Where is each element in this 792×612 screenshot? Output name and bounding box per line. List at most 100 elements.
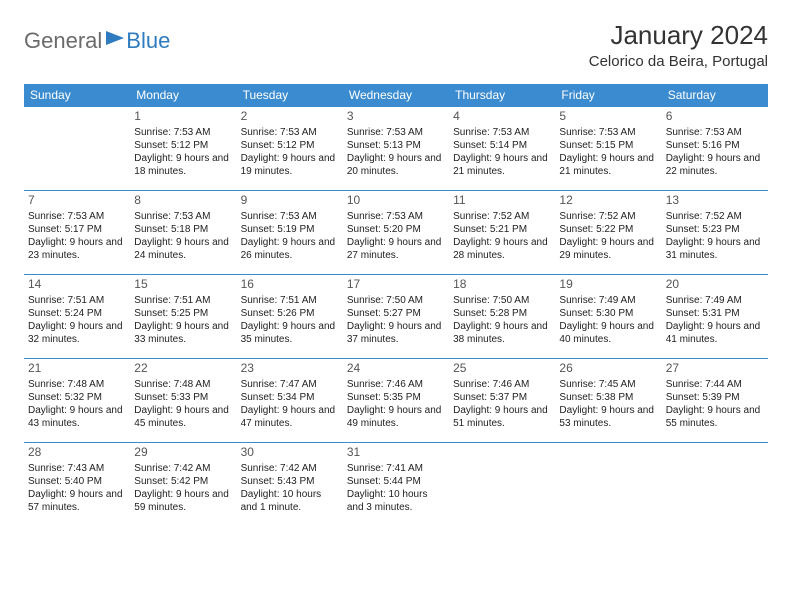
sunrise-text: Sunrise: 7:42 AM bbox=[134, 462, 232, 475]
calendar-day-cell: 29Sunrise: 7:42 AMSunset: 5:42 PMDayligh… bbox=[130, 443, 236, 527]
sunset-text: Sunset: 5:17 PM bbox=[28, 223, 126, 236]
sunrise-text: Sunrise: 7:48 AM bbox=[28, 378, 126, 391]
day-number: 9 bbox=[241, 193, 339, 209]
day-number: 26 bbox=[559, 361, 657, 377]
calendar-header-row: SundayMondayTuesdayWednesdayThursdayFrid… bbox=[24, 84, 768, 107]
daylight-text: Daylight: 9 hours and 41 minutes. bbox=[666, 320, 764, 346]
sunrise-text: Sunrise: 7:53 AM bbox=[666, 126, 764, 139]
weekday-header: Friday bbox=[555, 84, 661, 107]
day-number: 25 bbox=[453, 361, 551, 377]
calendar-day-cell bbox=[449, 443, 555, 527]
sunset-text: Sunset: 5:15 PM bbox=[559, 139, 657, 152]
calendar-day-cell bbox=[24, 107, 130, 191]
calendar-day-cell: 6Sunrise: 7:53 AMSunset: 5:16 PMDaylight… bbox=[662, 107, 768, 191]
location-label: Celorico da Beira, Portugal bbox=[589, 53, 768, 70]
calendar-day-cell bbox=[555, 443, 661, 527]
sunset-text: Sunset: 5:40 PM bbox=[28, 475, 126, 488]
sunrise-text: Sunrise: 7:52 AM bbox=[666, 210, 764, 223]
sunset-text: Sunset: 5:24 PM bbox=[28, 307, 126, 320]
sunset-text: Sunset: 5:21 PM bbox=[453, 223, 551, 236]
daylight-text: Daylight: 9 hours and 19 minutes. bbox=[241, 152, 339, 178]
weekday-header: Monday bbox=[130, 84, 236, 107]
calendar-day-cell: 14Sunrise: 7:51 AMSunset: 5:24 PMDayligh… bbox=[24, 275, 130, 359]
title-block: January 2024 Celorico da Beira, Portugal bbox=[589, 20, 768, 70]
sunrise-text: Sunrise: 7:53 AM bbox=[28, 210, 126, 223]
day-number: 5 bbox=[559, 109, 657, 125]
day-number: 10 bbox=[347, 193, 445, 209]
sunrise-text: Sunrise: 7:51 AM bbox=[241, 294, 339, 307]
weekday-header: Sunday bbox=[24, 84, 130, 107]
day-number: 27 bbox=[666, 361, 764, 377]
calendar-day-cell: 15Sunrise: 7:51 AMSunset: 5:25 PMDayligh… bbox=[130, 275, 236, 359]
day-number: 12 bbox=[559, 193, 657, 209]
calendar-day-cell: 26Sunrise: 7:45 AMSunset: 5:38 PMDayligh… bbox=[555, 359, 661, 443]
sunset-text: Sunset: 5:23 PM bbox=[666, 223, 764, 236]
daylight-text: Daylight: 9 hours and 24 minutes. bbox=[134, 236, 232, 262]
sunrise-text: Sunrise: 7:46 AM bbox=[347, 378, 445, 391]
sunrise-text: Sunrise: 7:44 AM bbox=[666, 378, 764, 391]
sunrise-text: Sunrise: 7:45 AM bbox=[559, 378, 657, 391]
calendar-day-cell: 28Sunrise: 7:43 AMSunset: 5:40 PMDayligh… bbox=[24, 443, 130, 527]
calendar-week-row: 14Sunrise: 7:51 AMSunset: 5:24 PMDayligh… bbox=[24, 275, 768, 359]
calendar-day-cell: 24Sunrise: 7:46 AMSunset: 5:35 PMDayligh… bbox=[343, 359, 449, 443]
calendar-week-row: 1Sunrise: 7:53 AMSunset: 5:12 PMDaylight… bbox=[24, 107, 768, 191]
sunset-text: Sunset: 5:38 PM bbox=[559, 391, 657, 404]
daylight-text: Daylight: 9 hours and 53 minutes. bbox=[559, 404, 657, 430]
day-number: 16 bbox=[241, 277, 339, 293]
sunrise-text: Sunrise: 7:43 AM bbox=[28, 462, 126, 475]
calendar-day-cell: 31Sunrise: 7:41 AMSunset: 5:44 PMDayligh… bbox=[343, 443, 449, 527]
sunrise-text: Sunrise: 7:53 AM bbox=[241, 126, 339, 139]
calendar-day-cell: 12Sunrise: 7:52 AMSunset: 5:22 PMDayligh… bbox=[555, 191, 661, 275]
sunrise-text: Sunrise: 7:53 AM bbox=[134, 210, 232, 223]
daylight-text: Daylight: 9 hours and 51 minutes. bbox=[453, 404, 551, 430]
daylight-text: Daylight: 9 hours and 40 minutes. bbox=[559, 320, 657, 346]
day-number: 7 bbox=[28, 193, 126, 209]
day-number: 22 bbox=[134, 361, 232, 377]
daylight-text: Daylight: 9 hours and 37 minutes. bbox=[347, 320, 445, 346]
day-number: 11 bbox=[453, 193, 551, 209]
daylight-text: Daylight: 9 hours and 45 minutes. bbox=[134, 404, 232, 430]
sunrise-text: Sunrise: 7:53 AM bbox=[347, 210, 445, 223]
sunrise-text: Sunrise: 7:52 AM bbox=[453, 210, 551, 223]
logo: General Blue bbox=[24, 20, 170, 54]
day-number: 6 bbox=[666, 109, 764, 125]
sunset-text: Sunset: 5:35 PM bbox=[347, 391, 445, 404]
calendar-day-cell: 7Sunrise: 7:53 AMSunset: 5:17 PMDaylight… bbox=[24, 191, 130, 275]
sunset-text: Sunset: 5:44 PM bbox=[347, 475, 445, 488]
day-number: 31 bbox=[347, 445, 445, 461]
day-number: 17 bbox=[347, 277, 445, 293]
calendar-day-cell: 9Sunrise: 7:53 AMSunset: 5:19 PMDaylight… bbox=[237, 191, 343, 275]
header: General Blue January 2024 Celorico da Be… bbox=[24, 20, 768, 70]
daylight-text: Daylight: 9 hours and 23 minutes. bbox=[28, 236, 126, 262]
sunset-text: Sunset: 5:20 PM bbox=[347, 223, 445, 236]
calendar-day-cell: 17Sunrise: 7:50 AMSunset: 5:27 PMDayligh… bbox=[343, 275, 449, 359]
sunrise-text: Sunrise: 7:47 AM bbox=[241, 378, 339, 391]
calendar-day-cell: 16Sunrise: 7:51 AMSunset: 5:26 PMDayligh… bbox=[237, 275, 343, 359]
calendar-day-cell: 10Sunrise: 7:53 AMSunset: 5:20 PMDayligh… bbox=[343, 191, 449, 275]
logo-text-general: General bbox=[24, 28, 102, 54]
sunset-text: Sunset: 5:37 PM bbox=[453, 391, 551, 404]
sunrise-text: Sunrise: 7:50 AM bbox=[453, 294, 551, 307]
sunset-text: Sunset: 5:27 PM bbox=[347, 307, 445, 320]
weekday-header: Tuesday bbox=[237, 84, 343, 107]
sunrise-text: Sunrise: 7:48 AM bbox=[134, 378, 232, 391]
sunset-text: Sunset: 5:19 PM bbox=[241, 223, 339, 236]
daylight-text: Daylight: 9 hours and 29 minutes. bbox=[559, 236, 657, 262]
daylight-text: Daylight: 9 hours and 20 minutes. bbox=[347, 152, 445, 178]
calendar-day-cell: 21Sunrise: 7:48 AMSunset: 5:32 PMDayligh… bbox=[24, 359, 130, 443]
sunrise-text: Sunrise: 7:49 AM bbox=[559, 294, 657, 307]
logo-text-blue: Blue bbox=[126, 28, 170, 54]
calendar-table: SundayMondayTuesdayWednesdayThursdayFrid… bbox=[24, 84, 768, 527]
sunset-text: Sunset: 5:42 PM bbox=[134, 475, 232, 488]
sunset-text: Sunset: 5:13 PM bbox=[347, 139, 445, 152]
daylight-text: Daylight: 9 hours and 38 minutes. bbox=[453, 320, 551, 346]
day-number: 4 bbox=[453, 109, 551, 125]
page-title: January 2024 bbox=[589, 20, 768, 51]
sunset-text: Sunset: 5:26 PM bbox=[241, 307, 339, 320]
calendar-day-cell: 27Sunrise: 7:44 AMSunset: 5:39 PMDayligh… bbox=[662, 359, 768, 443]
daylight-text: Daylight: 9 hours and 28 minutes. bbox=[453, 236, 551, 262]
sunrise-text: Sunrise: 7:46 AM bbox=[453, 378, 551, 391]
sunrise-text: Sunrise: 7:53 AM bbox=[347, 126, 445, 139]
sunset-text: Sunset: 5:16 PM bbox=[666, 139, 764, 152]
daylight-text: Daylight: 9 hours and 31 minutes. bbox=[666, 236, 764, 262]
